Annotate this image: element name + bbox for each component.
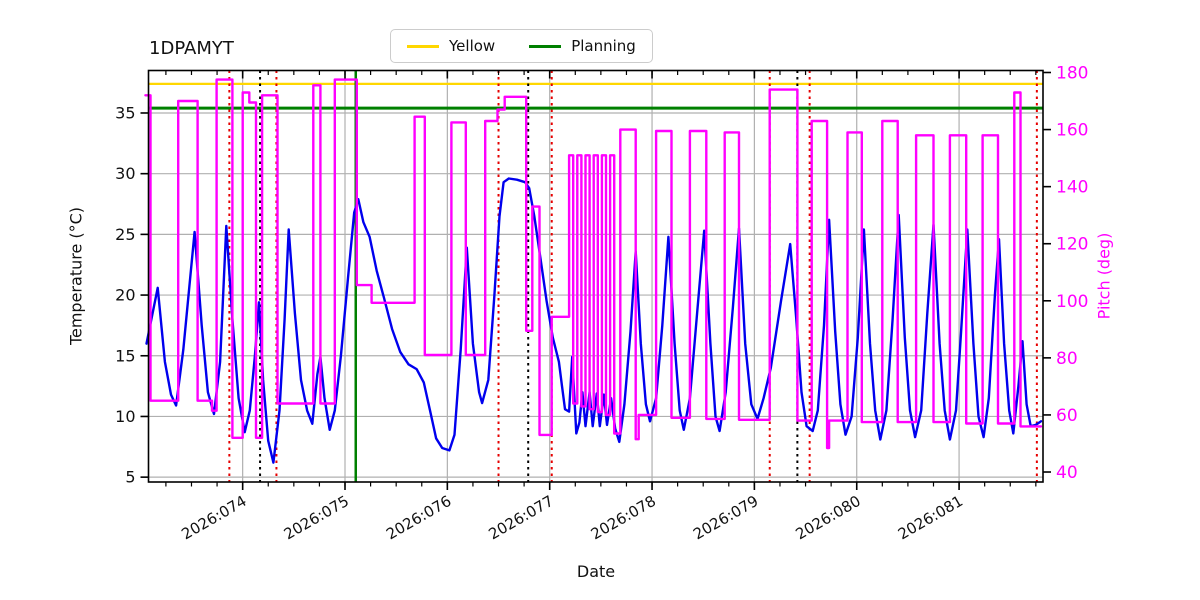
legend-label: Planning bbox=[571, 37, 636, 55]
x-tick-label: 2026:074 bbox=[178, 492, 249, 544]
x-tick-label: 2026:079 bbox=[690, 492, 761, 544]
x-tick-label: 2026:076 bbox=[383, 492, 454, 544]
plot-frame bbox=[147, 69, 1044, 483]
y-left-tick-label: 10 bbox=[115, 407, 135, 426]
legend-item-planning: Planning bbox=[529, 37, 636, 55]
legend-line-swatch bbox=[529, 44, 562, 48]
y-right-tick-label: 80 bbox=[1056, 349, 1078, 369]
x-tick-label: 2026:080 bbox=[792, 492, 863, 544]
y-right-tick-label: 180 bbox=[1056, 63, 1088, 83]
x-tick-label: 2026:077 bbox=[485, 492, 556, 544]
legend-item-yellow: Yellow bbox=[407, 37, 495, 55]
pitch-series-line bbox=[144, 78, 1043, 450]
legend-label: Yellow bbox=[449, 37, 496, 55]
x-tick-label: 2026:078 bbox=[588, 492, 659, 544]
y-left-tick-label: 15 bbox=[115, 346, 135, 365]
legend-line-swatch bbox=[407, 44, 439, 48]
y-right-tick-label: 120 bbox=[1056, 235, 1088, 255]
y-axis-label-left: Temperature (°C) bbox=[66, 206, 86, 346]
x-tick-label: 2026:075 bbox=[281, 492, 352, 544]
y-left-tick-label: 20 bbox=[115, 286, 135, 305]
legend: Yellow Planning bbox=[390, 29, 653, 63]
y-left-tick-label: 30 bbox=[115, 164, 135, 183]
y-right-tick-label: 140 bbox=[1056, 178, 1088, 198]
page-title: 1DPAMYT bbox=[149, 38, 234, 59]
x-tick-label: 2026:081 bbox=[895, 492, 966, 544]
y-right-tick-label: 60 bbox=[1056, 406, 1078, 426]
y-left-tick-label: 35 bbox=[115, 103, 135, 122]
y-left-tick-label: 5 bbox=[125, 468, 135, 487]
y-right-tick-label: 100 bbox=[1056, 292, 1088, 312]
y-right-tick-label: 40 bbox=[1056, 463, 1078, 483]
y-left-tick-label: 25 bbox=[115, 225, 135, 244]
y-right-tick-label: 160 bbox=[1056, 121, 1088, 141]
x-axis-label: Date bbox=[576, 562, 616, 581]
y-axis-label-right: Pitch (deg) bbox=[1094, 232, 1114, 320]
